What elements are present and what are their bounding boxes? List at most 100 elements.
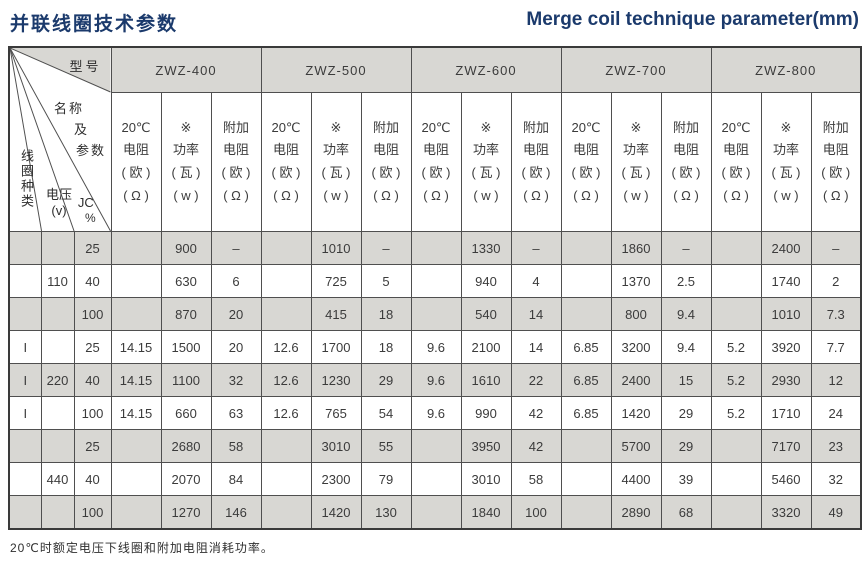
cell-20c-resistance: 14.15 — [110, 330, 162, 364]
cell-20c-resistance — [260, 297, 312, 331]
subheader-line: 电阻 — [822, 142, 849, 158]
cell-20c-resistance — [410, 429, 462, 463]
cell-extra-resistance: 32 — [810, 462, 862, 496]
cell-20c-resistance: 9.6 — [410, 363, 462, 397]
cell-power: 1610 — [460, 363, 512, 397]
corner-label-name: 名称 — [54, 101, 85, 116]
subheader-line: ( Ω ) — [723, 187, 749, 203]
voltage-cell — [40, 330, 75, 364]
jc-percent-cell: 40 — [73, 462, 112, 496]
subheader-line: ※ — [780, 119, 792, 135]
cell-extra-resistance: 29 — [660, 429, 712, 463]
cell-power: 5460 — [760, 462, 812, 496]
subheader-line: ( Ω ) — [423, 187, 449, 203]
cell-extra-resistance: 7.3 — [810, 297, 862, 331]
subheader-line: ( Ω ) — [223, 187, 249, 203]
table-row: 100 870 20 415 18 540 14 800 9.4 1010 7.3 — [8, 297, 862, 331]
cell-power: 5700 — [610, 429, 662, 463]
coil-type-cell — [8, 231, 42, 265]
table-row: 440 40 2070 84 2300 79 3010 58 4400 39 5460 32 — [8, 462, 862, 496]
cell-extra-resistance: 58 — [210, 429, 262, 463]
coil-type-cell — [8, 462, 42, 496]
cell-20c-resistance — [560, 495, 612, 530]
subheader-line: ( 欧 ) — [521, 165, 551, 180]
cell-power: 3010 — [460, 462, 512, 496]
cell-power: 3320 — [760, 495, 812, 530]
subheader-line: 20℃ — [721, 119, 751, 135]
voltage-cell — [40, 495, 75, 530]
page-title-zh: 并联线圈技术参数 — [10, 14, 179, 35]
cell-power: 800 — [610, 297, 662, 331]
corner-label-jc: JC% — [76, 195, 96, 225]
cell-20c-resistance — [560, 462, 612, 496]
subheader-line: ( Ω ) — [523, 187, 549, 203]
cell-extra-resistance: 68 — [660, 495, 712, 530]
subheader-power: ※ 功率 ( 瓦 ) ( w ) — [160, 92, 212, 232]
cell-20c-resistance — [260, 231, 312, 265]
cell-20c-resistance — [710, 231, 762, 265]
cell-power: 870 — [160, 297, 212, 331]
cell-power: 1500 — [160, 330, 212, 364]
jc-percent-cell: 100 — [73, 396, 112, 430]
cell-extra-resistance: 20 — [210, 297, 262, 331]
subheader-power: ※ 功率 ( 瓦 ) ( w ) — [760, 92, 812, 232]
cell-20c-resistance — [410, 231, 462, 265]
cell-20c-resistance — [410, 462, 462, 496]
jc-percent-cell: 40 — [73, 264, 112, 298]
subheader-line: ( 瓦 ) — [771, 165, 801, 180]
corner-label-coil-type: 线圈种类 — [19, 149, 34, 209]
subheader-power: ※ 功率 ( 瓦 ) ( w ) — [610, 92, 662, 232]
cell-extra-resistance: – — [510, 231, 562, 265]
cell-20c-resistance — [710, 297, 762, 331]
cell-extra-resistance: 20 — [210, 330, 262, 364]
cell-power: 660 — [160, 396, 212, 430]
subheader-extra-resistance: 附加 电阻 ( 欧 ) ( Ω ) — [510, 92, 562, 232]
subheader-line: ( 瓦 ) — [621, 165, 651, 180]
cell-extra-resistance: 39 — [660, 462, 712, 496]
table-row: I 220 40 14.15 1100 32 12.6 1230 29 9.6 1610 22 6.85… — [8, 363, 862, 397]
coil-type-cell — [8, 429, 42, 463]
cell-power: 1100 — [160, 363, 212, 397]
coil-type-cell — [8, 495, 42, 530]
jc-percent-cell: 25 — [73, 429, 112, 463]
cell-power: 725 — [310, 264, 362, 298]
cell-power: 4400 — [610, 462, 662, 496]
cell-extra-resistance: – — [360, 231, 412, 265]
subheader-row: 20℃ 电阻 ( 欧 ) ( Ω ) ※ 功率 ( 瓦 ) ( w ) 附加 电阻 ( 欧 ) ( Ω… — [9, 92, 862, 232]
subheader-line: ( w ) — [473, 187, 499, 203]
voltage-cell: 220 — [40, 363, 75, 397]
voltage-cell: 110 — [40, 264, 75, 298]
table-row: I 25 14.15 1500 20 12.6 1700 18 9.6 2100 14 6.85 320… — [8, 330, 862, 364]
subheader-extra-resistance: 附加 电阻 ( 欧 ) ( Ω ) — [210, 92, 262, 232]
subheader-line: ( 瓦 ) — [321, 165, 351, 180]
model-header: ZWZ-800 — [710, 46, 862, 93]
cell-extra-resistance: 9.4 — [660, 330, 712, 364]
cell-extra-resistance: 12 — [810, 363, 862, 397]
cell-extra-resistance: 130 — [360, 495, 412, 530]
page-header: 并联线圈技术参数 Merge coil technique parameter(… — [0, 0, 865, 36]
subheader-line: ( 欧 ) — [221, 165, 251, 180]
cell-extra-resistance: 54 — [360, 396, 412, 430]
subheader-line: 电阻 — [722, 142, 749, 158]
model-header: ZWZ-500 — [260, 46, 412, 93]
cell-20c-resistance — [410, 297, 462, 331]
cell-power: 1420 — [310, 495, 362, 530]
coil-type-cell: I — [8, 363, 42, 397]
subheader-20c-resistance: 20℃ 电阻 ( 欧 ) ( Ω ) — [410, 92, 462, 232]
cell-power: 2100 — [460, 330, 512, 364]
cell-20c-resistance — [710, 429, 762, 463]
table-corner-cell: 型号 名称及参数 线圈种类 电压 (v) JC% — [8, 46, 112, 232]
cell-20c-resistance — [410, 264, 462, 298]
subheader-line: 功率 — [772, 142, 799, 158]
jc-percent-cell: 100 — [73, 495, 112, 530]
cell-extra-resistance: 84 — [210, 462, 262, 496]
subheader-line: 电阻 — [522, 142, 549, 158]
voltage-cell — [40, 297, 75, 331]
cell-extra-resistance: 22 — [510, 363, 562, 397]
cell-20c-resistance — [110, 231, 162, 265]
cell-power: 1370 — [610, 264, 662, 298]
subheader-line: ( w ) — [323, 187, 349, 203]
table-row: 25 900–1010–1330–1860–2400– — [8, 231, 862, 265]
cell-extra-resistance: 2.5 — [660, 264, 712, 298]
cell-extra-resistance: 14 — [510, 297, 562, 331]
